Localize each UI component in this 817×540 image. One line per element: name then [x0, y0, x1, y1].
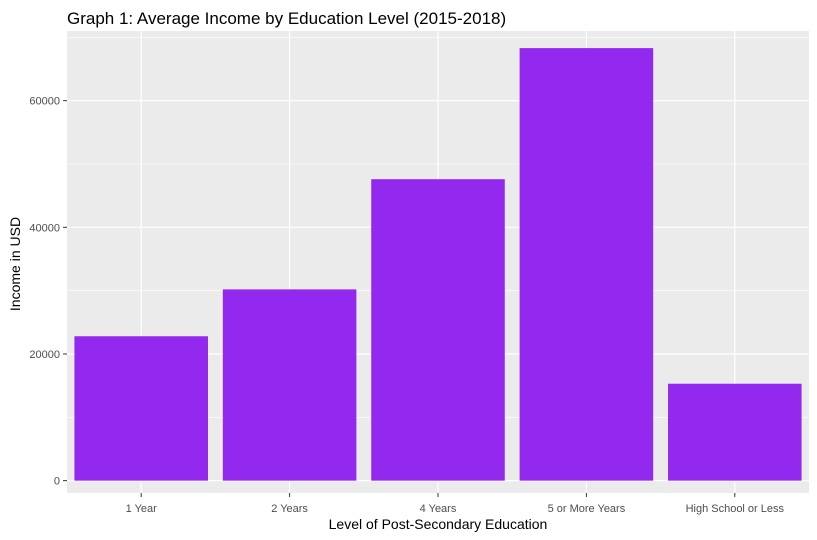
bar-1-year	[74, 336, 208, 481]
y-axis-ticks: 0 20000 40000 60000	[29, 96, 67, 488]
bar-4-years	[371, 179, 505, 481]
x-tick-label: 4 Years	[420, 503, 457, 515]
y-tick-label: 60000	[29, 96, 60, 108]
y-tick-label: 20000	[29, 349, 60, 361]
y-tick-label: 0	[54, 476, 60, 488]
y-tick-label: 40000	[29, 222, 60, 234]
x-tick-label: 1 Year	[126, 503, 158, 515]
x-tick-label: 2 Years	[271, 503, 308, 515]
x-axis-ticks: 1 Year 2 Years 4 Years 5 or More Years High …	[126, 493, 785, 515]
x-axis-title: Level of Post-Secondary Education	[329, 516, 548, 532]
x-tick-label: 5 or More Years	[548, 503, 626, 515]
bars	[74, 48, 802, 481]
y-axis-title: Income in USD	[7, 217, 23, 311]
bar-5-or-more-years	[519, 48, 654, 481]
x-tick-label: High School or Less	[686, 503, 785, 515]
bar-2-years	[222, 289, 357, 481]
bar-high-school-or-less	[668, 383, 802, 481]
chart-title: Graph 1: Average Income by Education Lev…	[67, 9, 506, 28]
